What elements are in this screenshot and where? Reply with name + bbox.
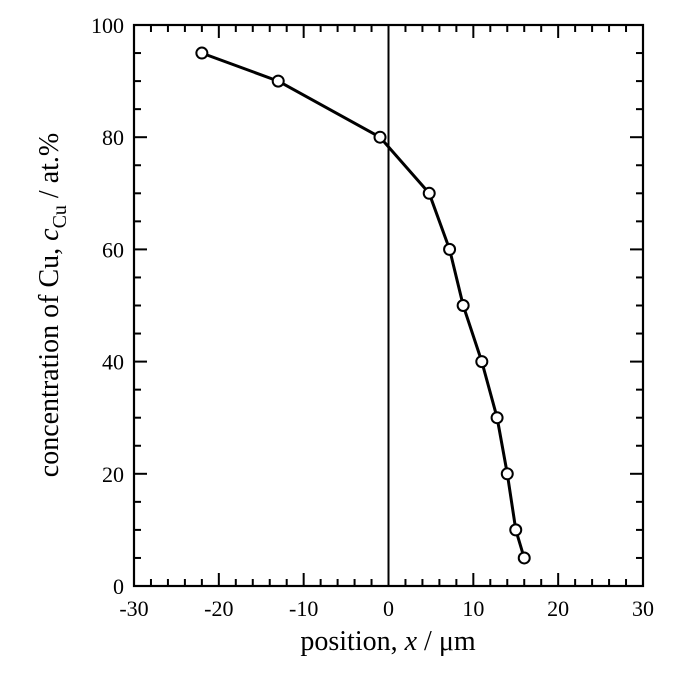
y-tick-label: 0: [113, 574, 124, 599]
x-tick-label: 10: [462, 596, 484, 621]
y-label-suffix: / at.%: [34, 133, 65, 205]
data-point: [509, 523, 523, 537]
y-tick-label: 40: [102, 350, 124, 375]
y-tick-label: 60: [102, 237, 124, 262]
data-point: [475, 355, 489, 369]
y-tick-label: 20: [102, 462, 124, 487]
y-tick-label: 80: [102, 125, 124, 150]
data-point: [195, 46, 209, 60]
data-point: [422, 186, 436, 200]
tick-labels: -30 -20 -10 0 10 20 30 0 20 40 60 80 100: [91, 13, 654, 621]
data-point: [271, 74, 285, 88]
axis-ticks: [133, 24, 644, 587]
x-tick-label: 0: [383, 596, 394, 621]
y-label-var: c: [34, 228, 65, 241]
x-tick-label: -20: [204, 596, 233, 621]
data-point: [443, 242, 457, 256]
y-label-sub: Cu: [49, 205, 71, 228]
data-point: [490, 411, 504, 425]
x-label-suffix: / μm: [417, 626, 476, 657]
x-label-var: x: [404, 626, 418, 657]
data-point: [456, 299, 470, 312]
y-label-prefix: concentration of Cu,: [34, 241, 65, 477]
x-tick-label: 20: [547, 596, 569, 621]
y-axis-label: concentration of Cu, cCu / at.%: [34, 133, 71, 477]
y-tick-label: 100: [91, 13, 124, 38]
data-point: [373, 130, 387, 144]
data-markers: [195, 46, 531, 565]
x-label-prefix: position,: [300, 626, 404, 657]
x-axis-label: position, x / μm: [300, 626, 475, 657]
x-tick-label: 30: [632, 596, 654, 621]
data-point: [517, 551, 531, 565]
series-line: [201, 51, 526, 559]
x-tick-label: -30: [119, 596, 148, 621]
data-point: [500, 467, 514, 481]
x-tick-label: -10: [289, 596, 318, 621]
